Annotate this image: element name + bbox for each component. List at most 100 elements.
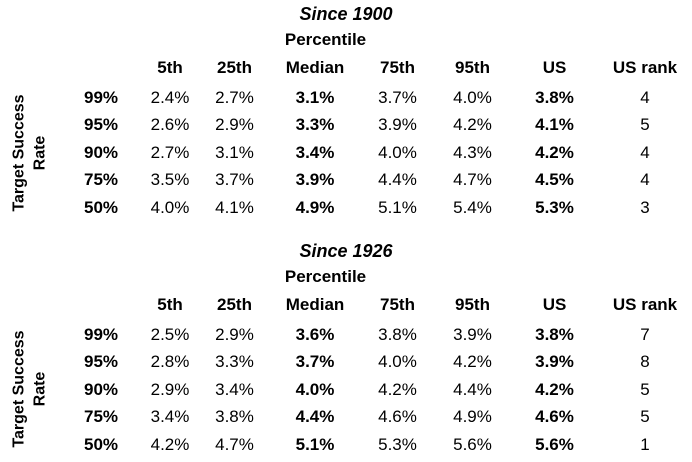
column-header-5th: 5th <box>157 58 183 77</box>
table-grid: 5th 25th Median 75th 95th US US rank 99%… <box>62 52 692 221</box>
table-cell-median: 3.4% <box>295 142 335 162</box>
corner-cell <box>62 52 140 84</box>
table-cell: 4.0% <box>378 352 417 372</box>
table-cell: 4.0% <box>453 88 492 107</box>
table-cell-us: 3.8% <box>535 324 574 344</box>
table-cell: 2.9% <box>215 115 254 135</box>
table-cell: 2.7% <box>215 88 254 107</box>
table-cell-median: 4.0% <box>295 379 335 399</box>
table-cell: 3.7% <box>215 170 254 190</box>
column-header-us-rank: US rank <box>612 294 678 314</box>
table-cell: 4.7% <box>215 434 254 454</box>
table-cell: 3.4% <box>215 379 254 399</box>
y-axis-label-text: Target Success Rate <box>0 331 62 448</box>
table-cell-us: 4.6% <box>535 407 574 427</box>
table-cell-us: 4.5% <box>535 170 574 190</box>
table-cell: 5.1% <box>378 197 417 217</box>
table-cell: 4.0% <box>150 197 190 217</box>
row-label: 90% <box>83 379 119 399</box>
table-cell-us: 5.3% <box>535 197 574 217</box>
table-cell-median: 3.7% <box>295 352 335 372</box>
table-cell-median: 3.9% <box>295 170 335 190</box>
column-header-median: Median <box>285 58 345 77</box>
row-label: 90% <box>83 142 119 162</box>
table-cell-us-rank: 1 <box>640 434 650 454</box>
y-axis-label-line2: Rate <box>32 135 49 170</box>
table-cell: 3.8% <box>215 407 254 427</box>
row-label: 95% <box>83 352 119 372</box>
table-cell-us: 5.6% <box>535 434 574 454</box>
row-label: 50% <box>83 197 119 217</box>
table-cell: 4.2% <box>378 379 417 399</box>
table-cell: 4.9% <box>453 407 492 427</box>
y-axis-label: Target Success Rate <box>0 321 62 458</box>
column-header-us: US <box>542 294 567 314</box>
table-since-1926: Since 1926 Percentile Target Success Rat… <box>0 237 692 458</box>
column-header-95th: 95th <box>455 294 490 314</box>
table-cell: 4.2% <box>453 352 492 372</box>
column-header-25th: 25th <box>217 58 252 77</box>
table-cell-median: 3.3% <box>295 115 335 135</box>
column-header-median: Median <box>285 294 345 314</box>
table-cell: 4.1% <box>215 197 254 217</box>
table-cell-us: 4.2% <box>535 379 574 399</box>
table-cell-median: 4.9% <box>295 197 335 217</box>
table-cell-us-rank: 3 <box>640 197 650 217</box>
table-cell: 2.8% <box>150 352 190 372</box>
table-cell: 2.7% <box>150 142 190 162</box>
table-cell: 3.4% <box>150 407 190 427</box>
corner-cell <box>62 289 140 321</box>
table-since-1900: Since 1900 Percentile Target Success Rat… <box>0 0 692 221</box>
percentile-group-header: Percentile <box>284 30 367 49</box>
table-cell-median: 4.4% <box>295 407 335 427</box>
table-cell-us: 3.8% <box>535 88 574 107</box>
column-header-5th: 5th <box>157 294 183 314</box>
row-label: 50% <box>83 434 119 454</box>
table-cell: 3.1% <box>215 142 254 162</box>
row-label: 75% <box>83 170 119 190</box>
table-cell: 4.2% <box>150 434 190 454</box>
table-title: Since 1900 <box>299 4 393 24</box>
table-cell: 3.5% <box>150 170 190 190</box>
table-cell-us-rank: 5 <box>640 115 650 135</box>
y-axis-label: Target Success Rate <box>0 84 62 221</box>
row-label: 75% <box>83 407 119 427</box>
row-label: 99% <box>83 324 119 344</box>
table-cell: 4.6% <box>378 407 417 427</box>
table-cell-us-rank: 5 <box>640 407 650 427</box>
table-cell: 4.7% <box>453 170 492 190</box>
table-cell-median: 3.6% <box>295 324 335 344</box>
table-cell-us: 3.9% <box>535 352 574 372</box>
table-cell: 3.3% <box>215 352 254 372</box>
table-cell: 2.4% <box>150 88 190 107</box>
row-label: 99% <box>83 88 119 107</box>
table-cell: 3.8% <box>378 324 417 344</box>
table-cell-median: 5.1% <box>295 434 335 454</box>
percentile-group-header: Percentile <box>284 266 367 286</box>
table-cell-median: 3.1% <box>295 88 335 107</box>
table-cell: 2.9% <box>150 379 190 399</box>
table-cell-us: 4.2% <box>535 142 574 162</box>
y-axis-label-line2: Rate <box>32 372 49 407</box>
table-cell: 4.4% <box>453 379 492 399</box>
column-header-us: US <box>542 58 567 77</box>
table-cell: 2.6% <box>150 115 190 135</box>
y-axis-label-text: Target Success Rate <box>0 94 62 211</box>
table-cell: 4.4% <box>378 170 417 190</box>
table-cell-us-rank: 4 <box>640 88 650 107</box>
table-cell-us: 4.1% <box>535 115 574 135</box>
table-cell: 4.0% <box>378 142 417 162</box>
table-cell: 3.9% <box>453 324 492 344</box>
y-axis-label-line1: Target Success <box>11 330 29 448</box>
column-header-us-rank: US rank <box>612 58 678 77</box>
table-cell: 5.3% <box>378 434 417 454</box>
y-axis-label-line1: Target Success <box>11 93 29 212</box>
column-header-75th: 75th <box>380 58 415 77</box>
table-grid: 5th 25th Median 75th 95th US US rank 99%… <box>62 289 692 458</box>
table-cell: 4.2% <box>453 115 492 135</box>
table-cell: 3.9% <box>378 115 417 135</box>
table-cell-us-rank: 8 <box>640 352 650 372</box>
column-header-25th: 25th <box>217 294 252 314</box>
table-cell: 5.4% <box>453 197 492 217</box>
table-title: Since 1926 <box>299 240 393 261</box>
